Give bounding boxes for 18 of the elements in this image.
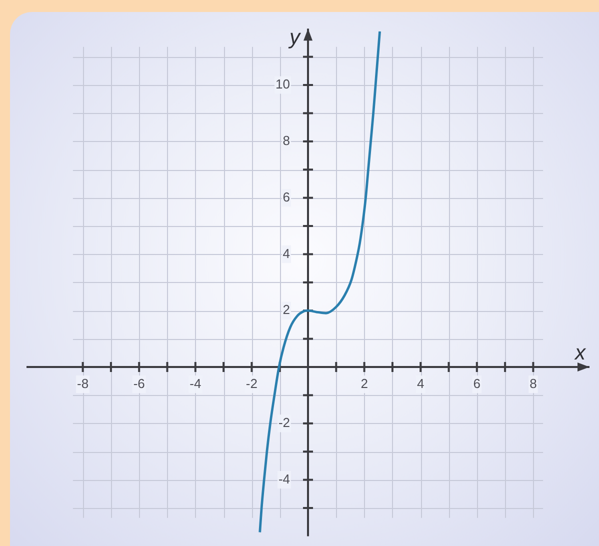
x-tick-label: -2	[246, 376, 258, 391]
y-tick-label: 10	[276, 76, 290, 92]
x-tick-label: -6	[133, 376, 145, 391]
x-tick-label: -8	[77, 376, 89, 391]
y-tick-label: 4	[282, 246, 290, 261]
y-tick-label: -4	[278, 471, 290, 486]
x-tick-label: 4	[416, 376, 424, 391]
y-tick-label: 2	[282, 302, 290, 318]
x-axis-title: x	[574, 341, 587, 364]
y-tick-label: 6	[282, 189, 290, 204]
x-tick-label: -4	[190, 376, 202, 391]
y-tick-label: 8	[282, 132, 290, 148]
x-tick-label: 8	[530, 376, 537, 391]
x-tick-label: 6	[473, 376, 481, 391]
x-tick-label: 2	[360, 376, 368, 391]
y-axis-title: y	[288, 26, 302, 49]
y-tick-label: -2	[278, 414, 290, 430]
line-series	[258, 30, 381, 534]
